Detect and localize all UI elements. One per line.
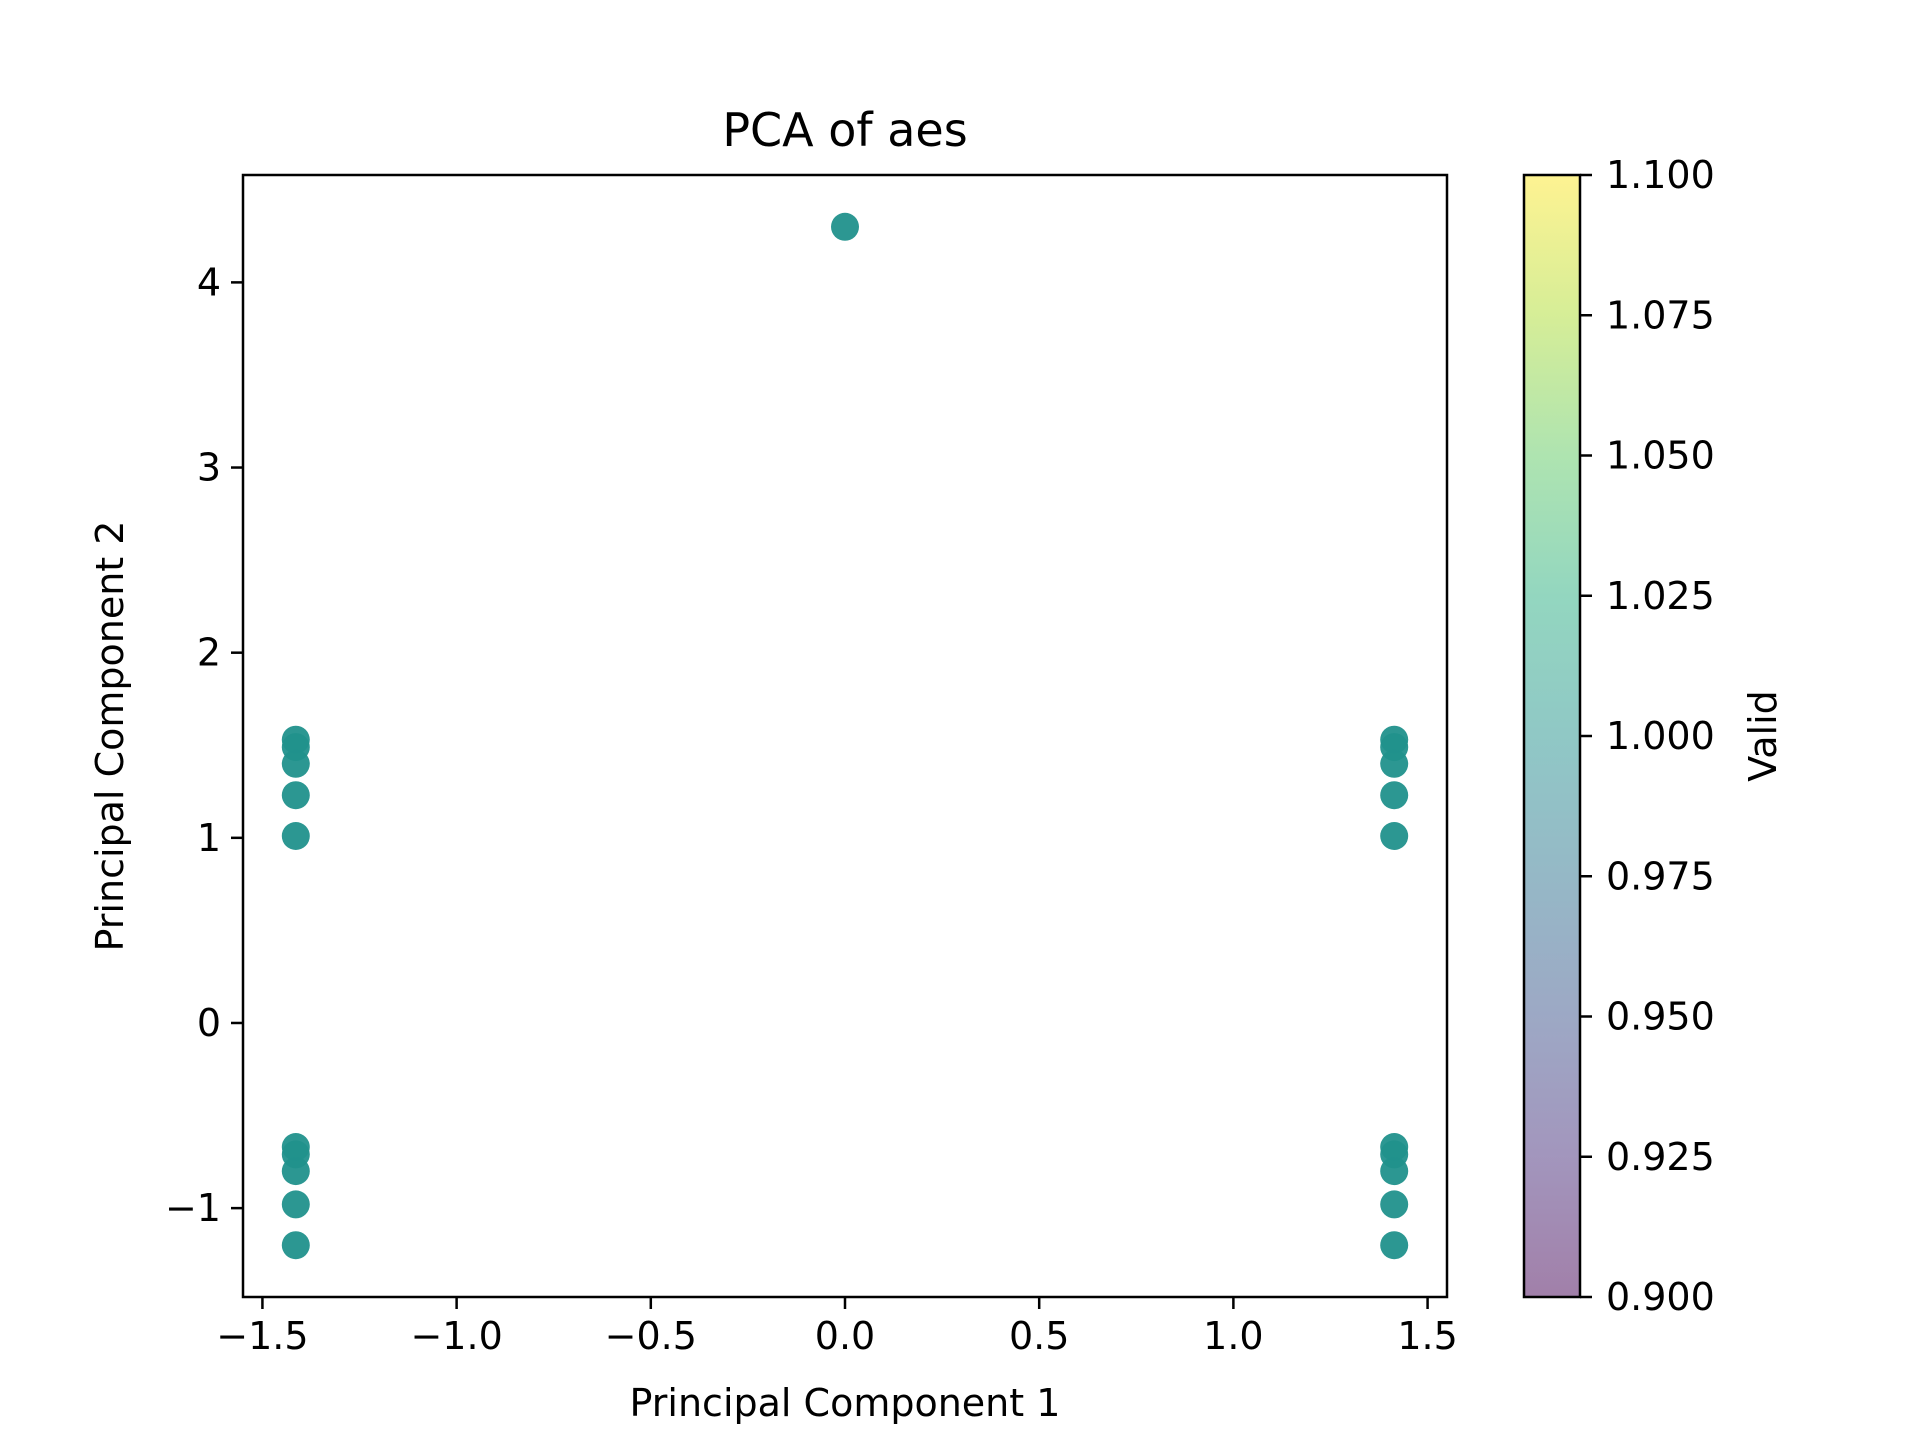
x-tick-label: −0.5 [605,1314,697,1358]
data-point-14 [1380,781,1409,810]
colorbar-tick-label: 1.100 [1606,153,1715,197]
chart-title: PCA of aes [722,103,967,157]
y-tick-label: 2 [197,631,221,675]
y-tick-label: 0 [197,1001,221,1045]
colorbar-tick-label: 1.000 [1606,714,1715,758]
data-point-3 [281,749,310,778]
colorbar-tick-label: 0.900 [1606,1275,1715,1319]
colorbar-tick-label: 0.975 [1606,854,1715,898]
data-point-8 [281,1157,310,1186]
x-tick-label: 0.5 [1009,1314,1069,1358]
colorbar-axis: 0.900 0.925 0.950 0.975 1.000 1.025 1.050 1.075… [1580,153,1715,1319]
data-point-9 [281,1190,310,1219]
colorbar-tick-label: 1.075 [1606,293,1715,337]
x-tick-label: 1.0 [1203,1314,1263,1358]
x-tick-label: −1.0 [410,1314,502,1358]
data-point-20 [1380,1231,1409,1260]
colorbar-tick-label: 0.925 [1606,1135,1715,1179]
x-axis: −1.5 −1.0 −0.5 0.0 0.5 1.0 1.5 [216,1297,1458,1358]
colorbar [1522,173,1582,1299]
scatter-points [281,212,1409,1260]
plot-frame [241,173,1449,1299]
y-tick-label: −1 [165,1186,221,1230]
x-tick-label: 0.0 [815,1314,875,1358]
x-axis-label: Principal Component 1 [630,1381,1061,1425]
y-axis-label: Principal Component 2 [88,521,132,952]
y-axis: −1 0 1 2 3 4 [165,260,243,1230]
x-tick-label: −1.5 [216,1314,308,1358]
y-tick-label: 3 [197,446,221,490]
data-point-18 [1380,1157,1409,1186]
data-point-10 [281,1231,310,1260]
data-point-5 [281,822,310,850]
data-point-4 [281,781,310,810]
colorbar-label: Valid [1741,690,1785,782]
data-point-13 [1380,749,1409,778]
data-point-19 [1380,1190,1409,1219]
colorbar-tick-label: 1.050 [1606,434,1715,478]
colorbar-tick-label: 1.025 [1606,574,1715,618]
colorbar-tick-label: 0.950 [1606,995,1715,1039]
y-tick-label: 4 [197,260,221,304]
data-point-0 [831,212,859,241]
y-tick-label: 1 [197,816,221,860]
data-point-15 [1380,822,1409,850]
x-tick-label: 1.5 [1397,1314,1457,1358]
